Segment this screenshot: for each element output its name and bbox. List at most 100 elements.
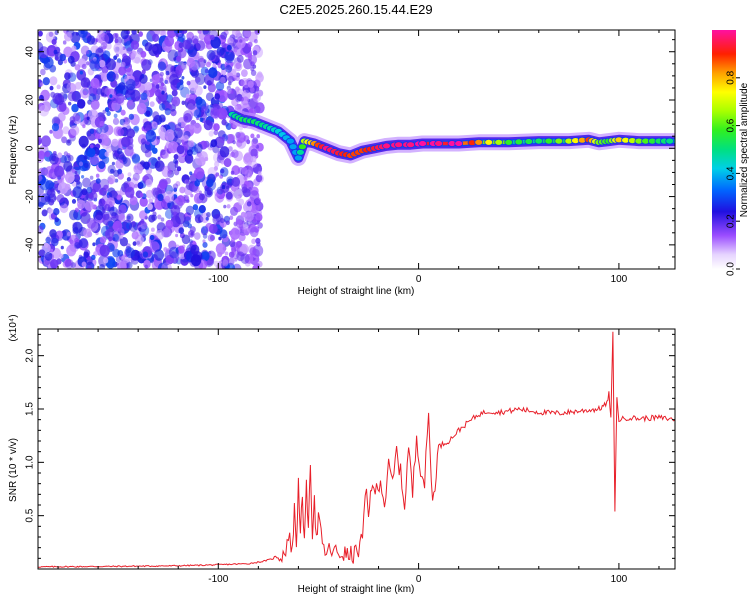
noise-speck [224,251,229,256]
noise-speck [181,234,191,245]
noise-speck [100,129,105,134]
colorbar-tick-label: 0.2 [726,214,737,228]
spectrogram-xtick-label: 0 [416,274,422,285]
noise-speck [145,179,153,188]
noise-speck [133,125,140,132]
noise-speck [215,172,220,177]
noise-speck [102,208,106,213]
noise-speck [164,129,175,141]
noise-speck [181,76,185,80]
noise-speck [250,148,258,158]
noise-speck [189,93,195,100]
noise-speck [198,151,208,162]
noise-speck [219,146,230,158]
noise-speck [226,37,234,46]
noise-speck [157,61,166,71]
noise-speck [162,228,171,238]
noise-speck [183,135,189,142]
noise-speck [51,233,57,240]
noise-speck [69,209,79,221]
noise-speck [219,167,229,177]
noise-speck [110,168,115,174]
noise-speck [250,155,257,163]
noise-speck [202,233,208,239]
noise-speck [224,51,235,64]
ridge-bead [418,140,428,147]
noise-speck [101,92,105,96]
noise-speck [67,91,77,102]
noise-speck [71,45,77,52]
noise-speck [71,103,79,113]
noise-speck [176,145,185,155]
noise-speck [78,30,88,38]
spectrogram-frame [37,29,676,270]
noise-speck [221,185,226,190]
noise-speck [104,151,110,157]
noise-speck [206,49,216,61]
noise-speck [106,71,116,82]
noise-speck [128,221,138,232]
noise-speck [99,189,103,194]
noise-speck [252,217,257,223]
noise-speck [63,46,73,58]
noise-speck [99,120,105,127]
noise-speck [78,161,84,167]
noise-speck [139,210,148,220]
noise-speck [151,194,156,200]
noise-speck [210,34,215,41]
noise-speck [112,220,123,232]
noise-speck [117,261,127,269]
noise-speck [250,133,255,139]
noise-speck [249,247,257,256]
noise-speck [243,213,248,218]
noise-speck [98,138,102,144]
noise-speck [98,161,106,169]
noise-speck [99,244,110,257]
noise-speck [148,44,159,57]
noise-speck [222,259,229,267]
noise-speck [241,69,248,77]
noise-speck [176,195,186,206]
noise-speck [172,183,179,190]
noise-speck [49,129,53,134]
noise-speck [57,190,61,194]
noise-speck [186,80,191,86]
noise-speck [182,30,188,34]
noise-speck [236,251,245,262]
noise-speck [184,153,194,164]
snr-frame [37,328,676,570]
noise-speck [245,155,250,161]
noise-speck [105,42,112,50]
noise-speck [38,167,46,177]
snr-ytick-label: 0.5 [25,508,36,522]
noise-speck [140,138,146,145]
noise-speck [197,30,202,34]
ridge-bead [544,137,554,145]
noise-speck [63,31,73,42]
noise-speck [98,134,109,146]
noise-speck [208,130,214,137]
noise-speck [198,205,206,214]
ridge-bead [454,140,464,147]
noise-speck [251,142,257,149]
noise-speck [124,75,129,82]
noise-speck [86,130,92,137]
noise-speck [54,183,58,188]
noise-speck [186,199,190,203]
noise-speck [140,219,145,224]
noise-speck [71,199,77,204]
noise-speck [124,186,135,198]
noise-speck [228,257,235,266]
noise-speck [74,170,78,175]
noise-speck [214,93,221,100]
noise-speck [105,58,117,71]
snr-xtick-label: -100 [208,574,228,585]
noise-speck [158,103,166,111]
noise-speck [136,239,143,247]
noise-speck [247,41,253,48]
noise-speck [250,160,258,168]
noise-speck [219,136,226,144]
noise-speck [170,83,177,91]
noise-speck [241,167,248,175]
noise-speck [126,128,135,139]
